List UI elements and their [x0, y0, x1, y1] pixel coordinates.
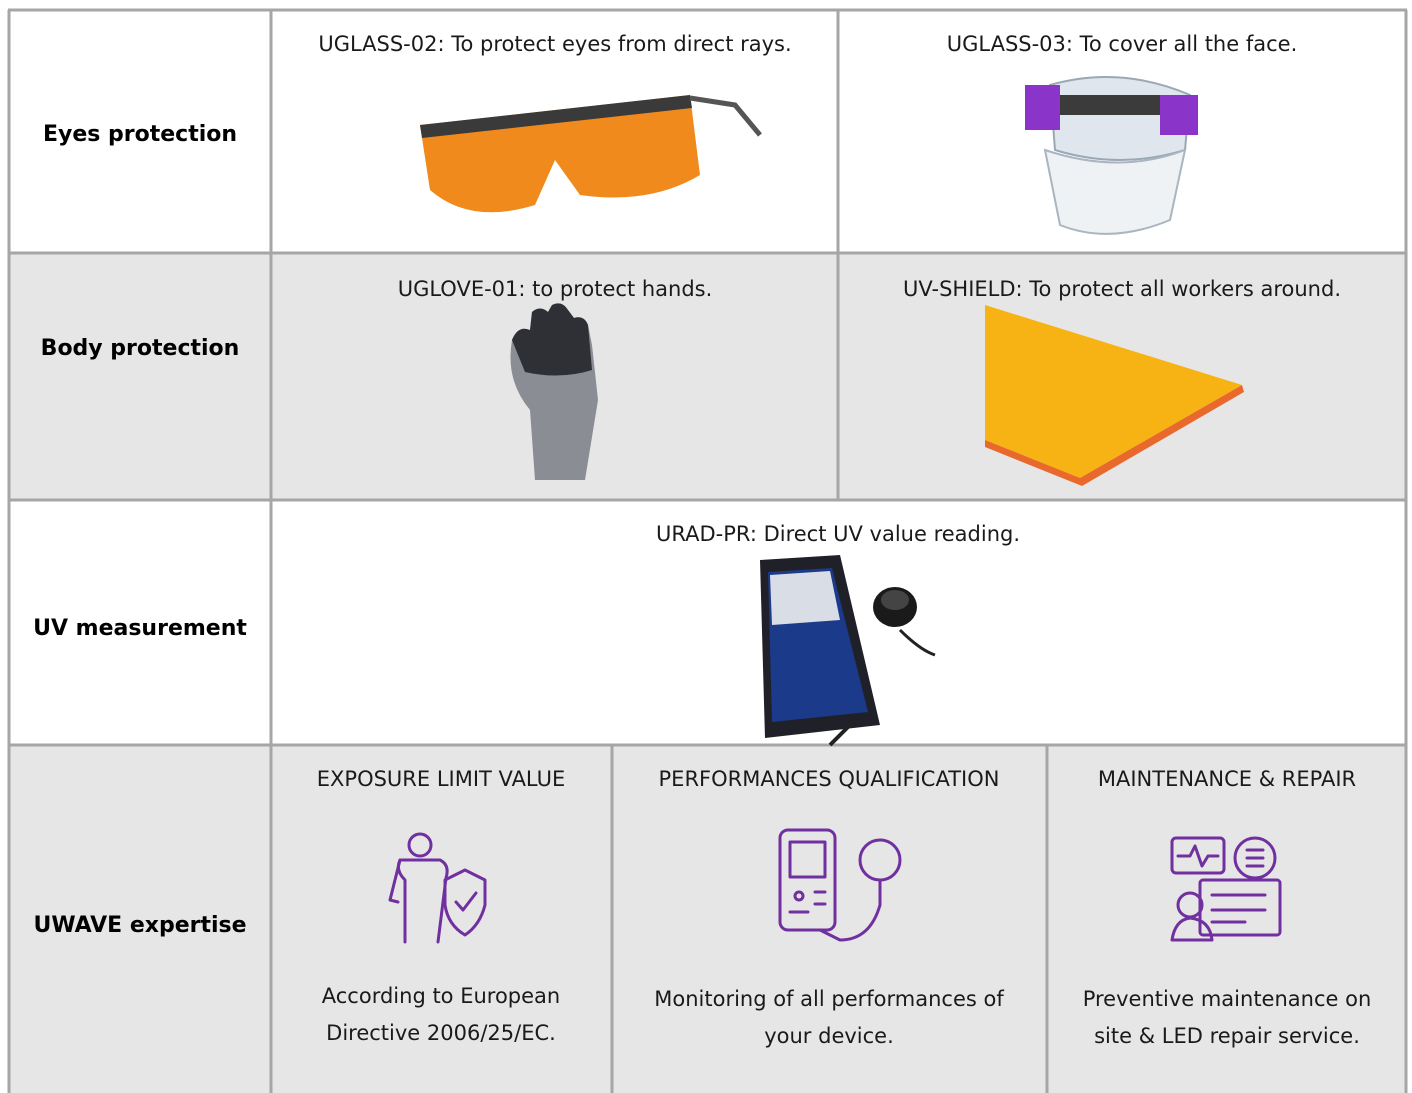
service-text: Monitoring of all performances of [654, 987, 1004, 1011]
table-grid [7, 8, 1408, 1093]
caption: UV-SHIELD: To protect all workers around… [903, 277, 1341, 301]
meter-icon [778, 828, 902, 942]
service-text: your device. [764, 1024, 894, 1048]
row-label: UV measurement [33, 616, 247, 641]
maintenance-icon [1170, 836, 1282, 942]
uv-meter-image [760, 555, 936, 747]
caption: UGLASS-03: To cover all the face. [947, 32, 1298, 56]
glasses-image [420, 95, 762, 213]
service-title: EXPOSURE LIMIT VALUE [317, 767, 565, 791]
row-label: Body protection [41, 336, 240, 361]
caption: UGLASS-02: To protect eyes from direct r… [318, 32, 791, 56]
service-text: According to European [322, 984, 560, 1008]
row-label: Eyes protection [43, 122, 237, 147]
service-text: Preventive maintenance on [1083, 987, 1372, 1011]
service-text: Directive 2006/25/EC. [326, 1021, 556, 1045]
shield-plate-image [985, 305, 1244, 486]
row-label: UWAVE expertise [33, 913, 246, 938]
service-title: MAINTENANCE & REPAIR [1098, 767, 1356, 791]
glove-image [510, 303, 598, 480]
service-title: PERFORMANCES QUALIFICATION [659, 767, 1000, 791]
goggles-image [1025, 76, 1198, 235]
service-text: site & LED repair service. [1094, 1024, 1360, 1048]
caption: URAD-PR: Direct UV value reading. [656, 522, 1020, 546]
caption: UGLOVE-01: to protect hands. [398, 277, 713, 301]
row-background [8, 745, 1407, 1093]
exposure-icon [388, 832, 487, 944]
